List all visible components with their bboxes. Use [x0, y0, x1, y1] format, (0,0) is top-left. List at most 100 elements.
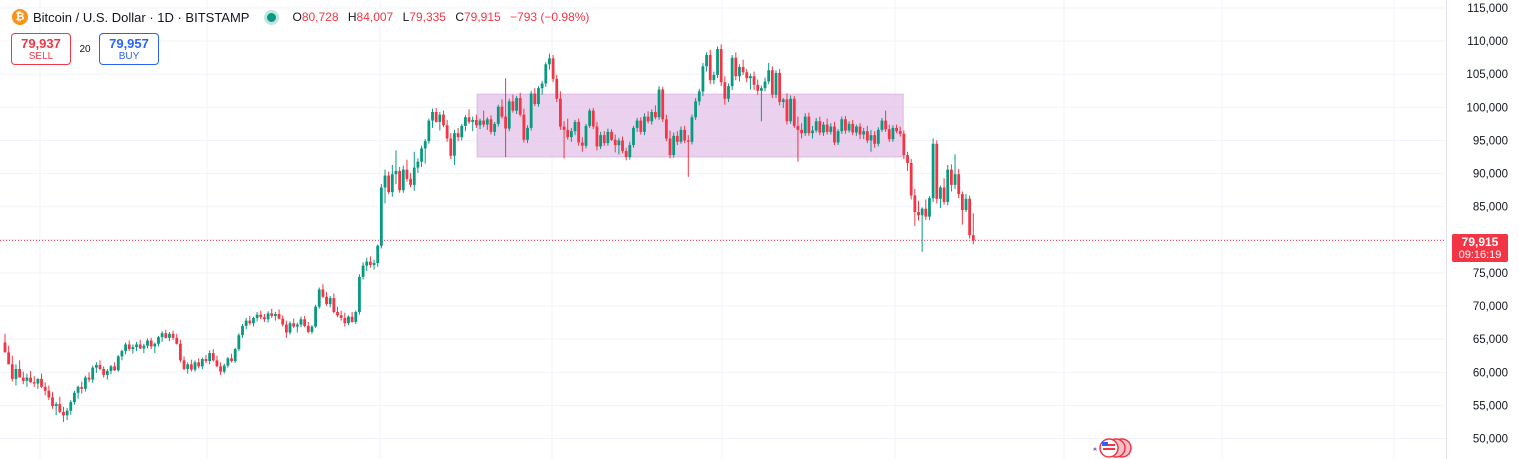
candle[interactable] — [624, 147, 628, 161]
candle[interactable] — [778, 68, 782, 106]
candle[interactable] — [471, 116, 475, 132]
candle[interactable] — [343, 312, 347, 327]
candle[interactable] — [559, 91, 562, 130]
candle[interactable] — [774, 70, 778, 99]
candle[interactable] — [233, 347, 237, 363]
candle[interactable] — [485, 117, 489, 130]
candle[interactable] — [58, 396, 62, 414]
candle[interactable] — [906, 151, 909, 171]
candle[interactable] — [244, 317, 248, 330]
candle[interactable] — [683, 125, 687, 144]
candle[interactable] — [387, 171, 391, 195]
symbol-legend[interactable]: ₿ Bitcoin / U.S. Dollar · 1D · BITSTAMP … — [12, 9, 595, 25]
candle[interactable] — [398, 166, 402, 193]
candle[interactable] — [21, 371, 25, 385]
candle[interactable] — [807, 112, 811, 136]
candle[interactable] — [675, 131, 679, 146]
candle[interactable] — [51, 392, 54, 409]
candle[interactable] — [551, 55, 555, 83]
candle[interactable] — [697, 88, 701, 106]
candle[interactable] — [354, 310, 358, 324]
candle[interactable] — [836, 129, 840, 146]
candle[interactable] — [453, 129, 456, 165]
candle[interactable] — [854, 124, 858, 136]
candle[interactable] — [7, 345, 11, 365]
candle[interactable] — [168, 331, 171, 342]
candle[interactable] — [957, 168, 961, 199]
candle[interactable] — [924, 199, 928, 220]
candle[interactable] — [705, 52, 708, 72]
candle[interactable] — [306, 321, 310, 334]
candle[interactable] — [358, 274, 361, 315]
candle[interactable] — [891, 125, 895, 142]
candle[interactable] — [971, 213, 975, 245]
candle[interactable] — [299, 316, 303, 328]
candle[interactable] — [931, 138, 935, 203]
candle[interactable] — [493, 121, 497, 136]
candle[interactable] — [803, 113, 807, 136]
candle[interactable] — [80, 381, 84, 394]
candle[interactable] — [818, 116, 822, 136]
candle[interactable] — [917, 200, 920, 221]
candle[interactable] — [65, 408, 69, 420]
candle[interactable] — [690, 114, 694, 145]
candle[interactable] — [149, 337, 153, 350]
candle[interactable] — [749, 73, 752, 90]
candle[interactable] — [361, 262, 365, 280]
candle[interactable] — [643, 113, 646, 136]
candle[interactable] — [350, 311, 354, 323]
candle[interactable] — [763, 77, 767, 92]
candle[interactable] — [10, 355, 14, 382]
candle[interactable] — [230, 353, 233, 363]
candle[interactable] — [953, 154, 957, 189]
candle[interactable] — [87, 372, 91, 383]
candle[interactable] — [639, 117, 643, 135]
candle[interactable] — [62, 406, 65, 422]
candle[interactable] — [186, 362, 190, 374]
candle[interactable] — [160, 331, 164, 342]
candle[interactable] — [716, 46, 719, 79]
candle[interactable] — [511, 94, 515, 113]
candle[interactable] — [303, 315, 307, 328]
candle[interactable] — [189, 359, 193, 372]
candle[interactable] — [76, 385, 80, 399]
candle[interactable] — [372, 259, 376, 270]
candle[interactable] — [416, 158, 420, 173]
candle[interactable] — [18, 360, 22, 378]
candle[interactable] — [317, 287, 321, 309]
candle[interactable] — [942, 178, 946, 205]
candle[interactable] — [266, 311, 270, 323]
candle[interactable] — [741, 59, 745, 75]
candle[interactable] — [98, 360, 102, 371]
candle[interactable] — [895, 124, 898, 134]
candle[interactable] — [851, 119, 855, 136]
candle[interactable] — [219, 362, 222, 375]
economic-events[interactable] — [1090, 437, 1140, 459]
candle[interactable] — [456, 127, 460, 142]
candle[interactable] — [617, 137, 621, 155]
candle[interactable] — [482, 110, 486, 128]
candle[interactable] — [657, 86, 661, 120]
candle[interactable] — [500, 99, 504, 119]
candle[interactable] — [292, 318, 296, 328]
candle[interactable] — [814, 117, 818, 133]
candle[interactable] — [369, 256, 372, 268]
candle[interactable] — [606, 128, 610, 146]
candle[interactable] — [792, 96, 796, 128]
candle[interactable] — [767, 62, 771, 85]
candle[interactable] — [949, 164, 953, 192]
candle[interactable] — [54, 402, 58, 416]
candle[interactable] — [884, 110, 888, 132]
candle[interactable] — [588, 108, 592, 128]
candle[interactable] — [800, 123, 803, 139]
candle[interactable] — [577, 118, 581, 146]
candle[interactable] — [573, 119, 577, 136]
candle[interactable] — [935, 140, 939, 204]
symbol-title[interactable]: Bitcoin / U.S. Dollar · 1D · BITSTAMP — [33, 9, 250, 25]
candle[interactable] — [226, 357, 230, 368]
candle[interactable] — [14, 364, 18, 386]
candle[interactable] — [555, 74, 559, 103]
candle[interactable] — [347, 315, 350, 326]
candle[interactable] — [694, 98, 698, 120]
